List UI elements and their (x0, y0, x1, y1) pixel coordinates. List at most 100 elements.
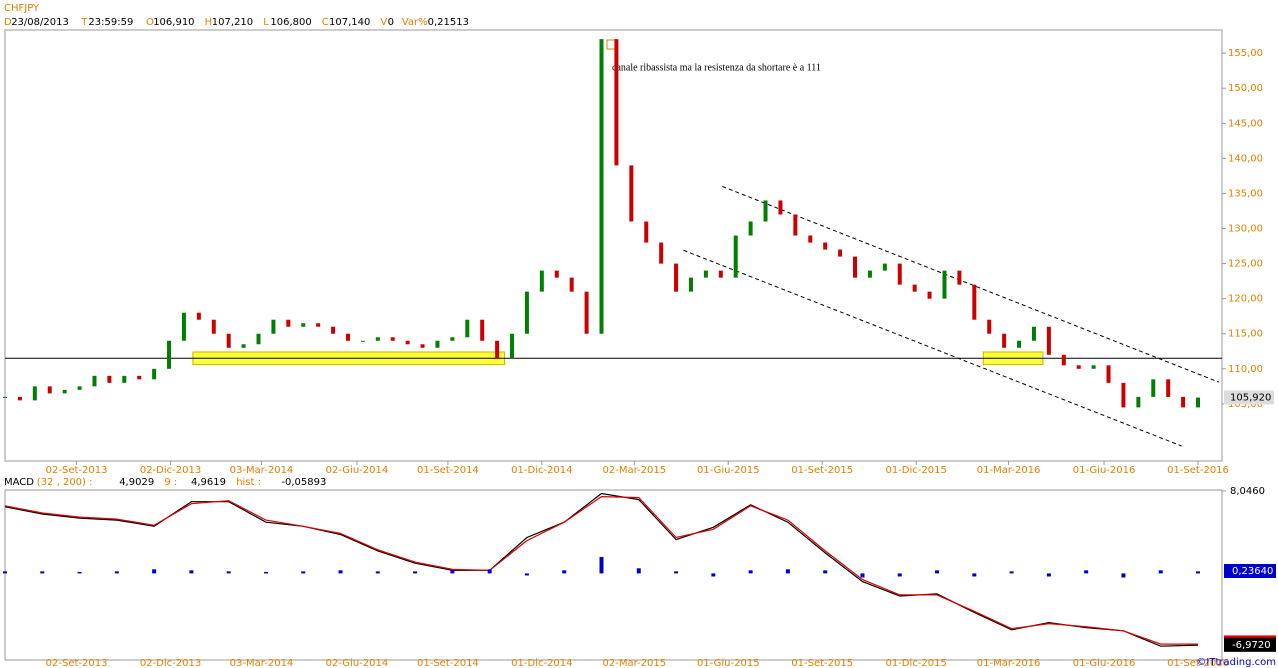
hist-bar (114, 571, 119, 574)
candle (3, 396, 7, 398)
candle (614, 39, 619, 166)
x-tick-label: 01-Dic-2014 (511, 465, 572, 476)
candle (510, 333, 515, 359)
candle (823, 242, 828, 250)
x-tick-label: 01-Mar-2016 (977, 465, 1041, 476)
hist-bar (1196, 571, 1200, 574)
last-value-label: 105,920 (1230, 392, 1271, 403)
x-tick-label: 01-Set-2014 (417, 658, 479, 668)
candle (1196, 397, 1200, 408)
hist-bar (1121, 573, 1126, 578)
candle (1031, 326, 1036, 341)
candle (912, 284, 917, 292)
candle (584, 291, 589, 334)
macd-header: MACD (4, 477, 34, 488)
info-value: 0,21513 (428, 17, 469, 28)
candle (196, 312, 201, 320)
candle (1106, 365, 1111, 383)
channel-line (683, 249, 1182, 447)
x-tick-label: 01-Dic-2015 (885, 658, 946, 668)
x-tick-label: 01-Giu-2015 (697, 465, 760, 476)
candle (152, 368, 157, 380)
candle (495, 340, 500, 359)
candle (286, 319, 291, 327)
candle (778, 200, 783, 215)
hist-bar (785, 569, 790, 574)
candle (316, 323, 321, 327)
candle (972, 284, 977, 320)
hist-bar (636, 568, 641, 574)
y-tick-label: 155,00 (1228, 48, 1263, 59)
candle (62, 389, 67, 394)
y-tick-label: 115,00 (1228, 329, 1263, 340)
x-tick-label: 01-Dic-2015 (885, 465, 946, 476)
y-tick-label: 8,0460 (1230, 486, 1265, 497)
candle (882, 263, 887, 271)
x-tick-label: 03-Mar-2014 (230, 658, 294, 668)
x-tick-label: 01-Set-2015 (791, 658, 853, 668)
hist-bar (301, 571, 306, 574)
candle (1166, 379, 1171, 397)
info-key: C (322, 17, 329, 28)
marker-box (1224, 563, 1276, 578)
candle (137, 375, 142, 380)
hist-bar (711, 573, 716, 577)
x-tick-label: 01-Set-2016 (1167, 658, 1229, 668)
macd-line (4, 492, 1199, 647)
y-tick-label: 150,00 (1228, 83, 1263, 94)
candle (375, 337, 380, 341)
candle (345, 333, 350, 341)
candle (211, 319, 216, 334)
x-tick-label: 02-Dic-2013 (140, 658, 201, 668)
marker-label: -6,9720 (1232, 640, 1271, 651)
hist-bar (40, 571, 45, 574)
hist-bar (263, 571, 268, 574)
macd-header: -0,05893 (281, 477, 326, 488)
hist-bar (226, 571, 231, 574)
info-value: 106,800 (270, 17, 311, 28)
info-key: O (146, 17, 154, 28)
candle (599, 39, 604, 334)
channel-line (722, 185, 1220, 383)
x-tick-label: 02-Giu-2014 (326, 658, 389, 668)
hist-bar (77, 571, 82, 574)
candle (331, 326, 336, 334)
hist-bar (748, 570, 753, 574)
x-tick-label: 02-Dic-2013 (140, 465, 201, 476)
candle (1181, 396, 1186, 408)
y-tick-label: 135,00 (1228, 188, 1263, 199)
info-value: 23/08/2013 (11, 17, 69, 28)
price-frame (4, 29, 1223, 462)
candle (435, 340, 440, 348)
x-tick-label: 02-Set-2013 (46, 658, 108, 668)
marker-label: 0,23640 (1232, 566, 1273, 577)
x-tick-label: 01-Giu-2016 (1073, 465, 1136, 476)
candle (853, 256, 858, 278)
hist-bar (152, 569, 157, 574)
macd-header: 4,9619 (191, 477, 226, 488)
candle (867, 270, 872, 278)
candle (1151, 379, 1156, 397)
candle (763, 200, 768, 222)
candle (1091, 365, 1096, 369)
candle (987, 319, 992, 334)
candle (465, 319, 470, 338)
annotation: canale ribassista ma la resistenza da sh… (612, 62, 821, 73)
candle (450, 337, 455, 341)
macd-line (4, 495, 1198, 645)
y-tick-label: 120,00 (1228, 294, 1263, 305)
candle (644, 221, 649, 243)
candle (17, 396, 22, 401)
candle (539, 270, 544, 292)
candle (808, 235, 813, 243)
hist-bar (375, 571, 380, 574)
macd-header: 9 : (164, 477, 177, 488)
info-key: H (205, 17, 213, 28)
hist-bar (562, 570, 567, 574)
hist-bar (1009, 571, 1014, 574)
hist-bar (897, 573, 902, 577)
candle (703, 270, 708, 278)
candle (1061, 354, 1066, 366)
